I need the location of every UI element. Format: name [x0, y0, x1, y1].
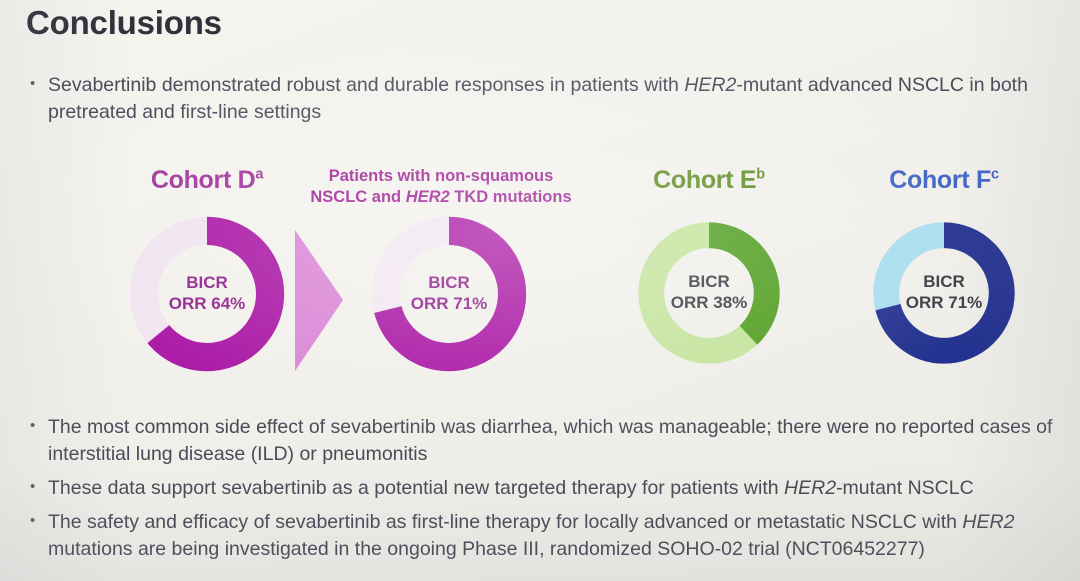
bullet-text-part: -mutant NSCLC	[836, 476, 974, 499]
bullet-text-part: mutations are being investigated in the …	[48, 537, 925, 560]
top-bullet-block: • Sevabertinib demonstrated robust and d…	[30, 72, 1065, 126]
bullet-item: • These data support sevabertinib as a p…	[30, 475, 1070, 502]
cohort-e-title-superscript: b	[756, 166, 765, 183]
cohort-e-arc	[638, 222, 780, 364]
cohort-f-title: Cohort Fc	[855, 166, 1033, 195]
cohort-f-title-text: Cohort F	[889, 166, 991, 194]
cohort-e-title-text: Cohort E	[653, 166, 757, 194]
cohort-d-donut-svg	[129, 216, 285, 372]
mid-caption-part: NSCLC and	[310, 188, 406, 207]
cohort-f-panel: Cohort Fc BICR ORR 71%	[855, 166, 1033, 369]
bullet-text-emphasis: HER2	[684, 74, 737, 96]
cohort-d-panel: Cohort Da BICR ORR 64%	[118, 166, 296, 377]
bullet-text-emphasis: HER2	[784, 476, 837, 499]
bullet-marker-icon: •	[30, 75, 36, 92]
cohort-f-donut: BICR ORR 71%	[868, 217, 1020, 369]
cohort-e-panel: Cohort Eb BICR ORR 38%	[620, 166, 798, 369]
bullet-marker-icon: •	[30, 477, 36, 495]
flow-arrow-shape	[295, 230, 343, 371]
bullet-marker-icon: •	[30, 511, 36, 529]
play-triangle-right-icon	[293, 228, 345, 373]
cohort-f-donut-svg	[873, 222, 1015, 364]
cohort-d-donut: BICR ORR 64%	[124, 211, 290, 377]
bullet-item: • Sevabertinib demonstrated robust and d…	[30, 72, 1065, 126]
bullet-item: • The most common side effect of sevaber…	[30, 414, 1070, 468]
cohort-f-title-superscript: c	[990, 166, 999, 183]
bullet-text-part: The safety and efficacy of sevabertinib …	[48, 510, 963, 533]
bullet-text-part: These data support sevabertinib as a pot…	[48, 476, 785, 499]
bullet-text: Sevabertinib demonstrated robust and dur…	[48, 72, 1065, 126]
mid-caption-line-2: NSCLC and HER2 TKD mutations	[296, 187, 586, 208]
cohort-f-arc	[873, 222, 1015, 364]
cohort-e-title: Cohort Eb	[620, 166, 798, 195]
mid-caption: Patients with non-squamous NSCLC and HER…	[296, 166, 586, 208]
bottom-bullet-block: • The most common side effect of sevaber…	[30, 414, 1070, 570]
bullet-marker-icon: •	[30, 417, 36, 434]
bullet-text-part: -mutant advanced NSCLC in both pretreate…	[48, 74, 1028, 123]
cohort-e-donut-svg	[638, 222, 780, 364]
bullet-text-emphasis: HER2	[962, 510, 1015, 533]
bullet-text-part: The most common side effect of sevaberti…	[48, 416, 1053, 465]
mid-caption-line-1: Patients with non-squamous	[328, 167, 554, 185]
nonsquamous-panel: BICR ORR 71%	[360, 166, 538, 377]
flow-arrow-svg	[295, 230, 343, 371]
page-title: Conclusions	[26, 4, 222, 41]
cohort-d-title: Cohort Da	[118, 166, 296, 195]
nonsquamous-arc	[371, 216, 527, 372]
mid-caption-emphasis: HER2	[405, 188, 450, 207]
bullet-text-part: Sevabertinib demonstrated robust and dur…	[48, 74, 685, 96]
cohort-d-title-text: Cohort D	[150, 166, 256, 194]
bullet-text: The most common side effect of sevaberti…	[48, 414, 1070, 468]
bullet-item: • The safety and efficacy of sevabertini…	[30, 509, 1070, 563]
nonsquamous-donut-svg	[371, 216, 527, 372]
bullet-text: These data support sevabertinib as a pot…	[48, 475, 1070, 502]
cohort-e-donut: BICR ORR 38%	[633, 217, 785, 369]
mid-caption-part: TKD mutations	[449, 188, 572, 207]
cohort-d-title-superscript: a	[255, 166, 264, 183]
nonsquamous-donut: BICR ORR 71%	[366, 211, 532, 377]
bullet-text: The safety and efficacy of sevabertinib …	[48, 509, 1070, 563]
cohort-d-arc	[129, 216, 285, 372]
